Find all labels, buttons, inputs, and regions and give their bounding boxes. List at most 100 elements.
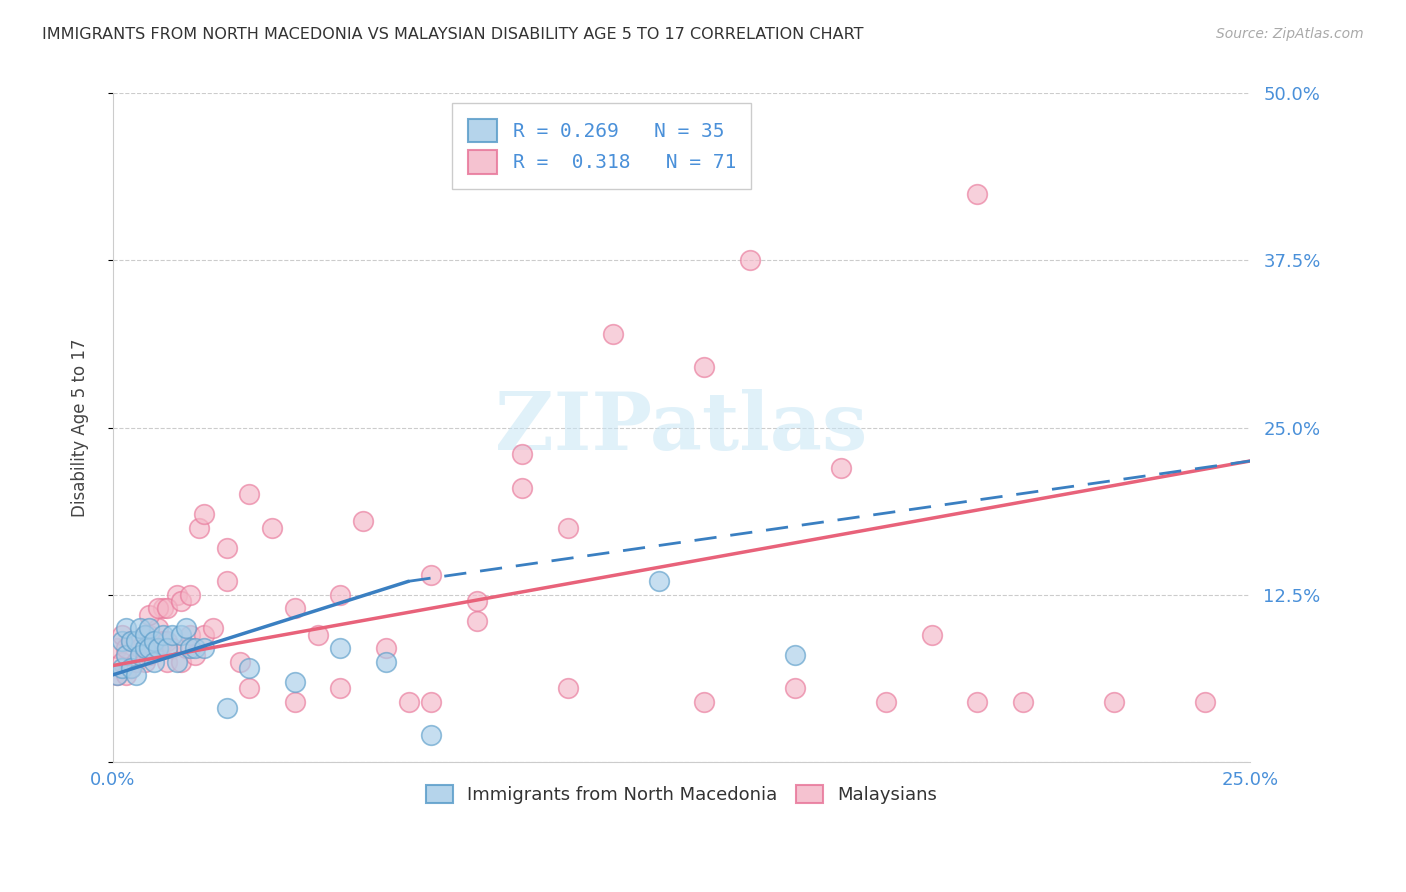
Point xyxy=(115,621,138,635)
Point xyxy=(420,728,443,742)
Point xyxy=(152,601,174,615)
Point xyxy=(120,634,142,648)
Point xyxy=(184,641,207,656)
Point xyxy=(148,621,170,635)
Point xyxy=(111,655,134,669)
Point xyxy=(170,594,193,608)
Point xyxy=(124,668,146,682)
Point xyxy=(156,601,179,615)
Point xyxy=(785,681,807,696)
Point xyxy=(129,621,152,635)
Point xyxy=(174,641,197,656)
Point xyxy=(1194,695,1216,709)
Point xyxy=(111,628,134,642)
Point xyxy=(465,615,488,629)
Point xyxy=(193,641,215,656)
Point xyxy=(156,641,179,656)
Point xyxy=(284,601,307,615)
Text: IMMIGRANTS FROM NORTH MACEDONIA VS MALAYSIAN DISABILITY AGE 5 TO 17 CORRELATION : IMMIGRANTS FROM NORTH MACEDONIA VS MALAY… xyxy=(42,27,863,42)
Point xyxy=(160,641,183,656)
Point xyxy=(129,648,152,662)
Point xyxy=(262,521,284,535)
Point xyxy=(785,648,807,662)
Point xyxy=(120,634,142,648)
Point xyxy=(329,681,352,696)
Point xyxy=(134,655,156,669)
Point xyxy=(156,634,179,648)
Point xyxy=(148,601,170,615)
Point xyxy=(284,674,307,689)
Point xyxy=(193,508,215,522)
Point xyxy=(557,681,579,696)
Point xyxy=(738,253,761,268)
Point xyxy=(557,521,579,535)
Point xyxy=(1011,695,1033,709)
Point xyxy=(115,668,138,682)
Point xyxy=(510,481,533,495)
Point xyxy=(238,661,260,675)
Point xyxy=(921,628,943,642)
Point xyxy=(134,628,156,642)
Point xyxy=(465,594,488,608)
Point xyxy=(602,326,624,341)
Point xyxy=(166,655,188,669)
Point xyxy=(179,588,201,602)
Point xyxy=(170,628,193,642)
Text: ZIPatlas: ZIPatlas xyxy=(495,389,868,467)
Point xyxy=(105,641,128,656)
Point xyxy=(148,641,170,656)
Point xyxy=(152,628,174,642)
Point xyxy=(134,641,156,656)
Point xyxy=(115,641,138,656)
Point xyxy=(193,628,215,642)
Point xyxy=(307,628,329,642)
Point xyxy=(693,695,716,709)
Point xyxy=(238,681,260,696)
Point xyxy=(329,588,352,602)
Point xyxy=(875,695,897,709)
Legend: Immigrants from North Macedonia, Malaysians: Immigrants from North Macedonia, Malaysi… xyxy=(416,775,946,813)
Point xyxy=(184,648,207,662)
Point xyxy=(166,588,188,602)
Point xyxy=(134,628,156,642)
Point xyxy=(105,668,128,682)
Point xyxy=(148,641,170,656)
Point xyxy=(138,641,160,656)
Point xyxy=(374,641,396,656)
Point xyxy=(138,628,160,642)
Point xyxy=(374,655,396,669)
Point xyxy=(142,641,165,656)
Point xyxy=(156,655,179,669)
Point xyxy=(179,641,201,656)
Point xyxy=(124,634,146,648)
Point xyxy=(120,661,142,675)
Point xyxy=(215,541,238,555)
Point xyxy=(510,447,533,461)
Y-axis label: Disability Age 5 to 17: Disability Age 5 to 17 xyxy=(72,338,89,516)
Point xyxy=(420,567,443,582)
Point xyxy=(693,360,716,375)
Point xyxy=(329,641,352,656)
Point xyxy=(160,628,183,642)
Point xyxy=(129,641,152,656)
Point xyxy=(648,574,671,589)
Point xyxy=(420,695,443,709)
Point xyxy=(115,648,138,662)
Point xyxy=(830,460,852,475)
Point xyxy=(229,655,252,669)
Point xyxy=(966,186,988,201)
Point xyxy=(238,487,260,501)
Point xyxy=(138,648,160,662)
Point xyxy=(124,655,146,669)
Point xyxy=(120,661,142,675)
Point xyxy=(142,634,165,648)
Text: Source: ZipAtlas.com: Source: ZipAtlas.com xyxy=(1216,27,1364,41)
Point xyxy=(142,655,165,669)
Point xyxy=(111,661,134,675)
Point xyxy=(138,607,160,622)
Point xyxy=(201,621,224,635)
Point xyxy=(352,514,374,528)
Point xyxy=(215,574,238,589)
Point xyxy=(966,695,988,709)
Point xyxy=(111,634,134,648)
